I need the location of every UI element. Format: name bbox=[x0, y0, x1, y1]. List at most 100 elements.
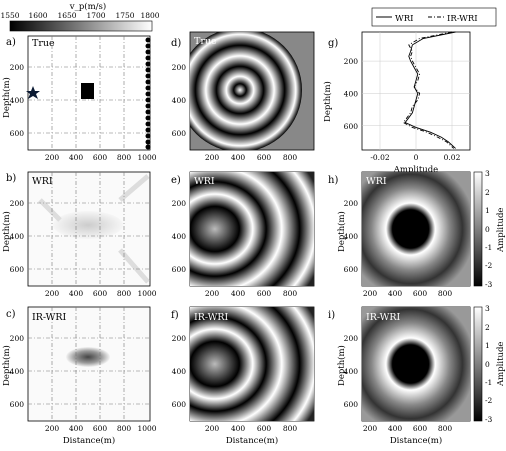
distance-tick: 200 bbox=[205, 424, 220, 433]
distance-axis-label: Distance(m) bbox=[63, 435, 115, 446]
panel-label: b) bbox=[6, 173, 16, 184]
g-series-line-irwri bbox=[402, 31, 455, 149]
source-star-icon bbox=[26, 86, 40, 99]
depth-tick: 400 bbox=[344, 232, 359, 241]
cbar-right-tick: 1 bbox=[485, 341, 490, 350]
distance-tick: 800 bbox=[283, 424, 298, 433]
panel-label: d) bbox=[171, 38, 181, 49]
distance-tick: 400 bbox=[231, 424, 246, 433]
distance-tick: 600 bbox=[413, 424, 428, 433]
distance-tick: 600 bbox=[257, 289, 272, 298]
distance-tick: 600 bbox=[413, 289, 428, 298]
distance-tick: 1000 bbox=[137, 424, 156, 433]
panel-b: b) WRI 200 400 600 Depth(m) 200 400 600 … bbox=[1, 171, 157, 298]
g-ytick: 200 bbox=[344, 57, 359, 66]
depth-tick: 200 bbox=[172, 199, 187, 208]
colorbar-right-gradient bbox=[473, 171, 483, 287]
legend-label-wri: WRI bbox=[395, 14, 414, 24]
panel-label: a) bbox=[6, 37, 16, 48]
depth-tick: 600 bbox=[10, 129, 25, 138]
distance-tick: 400 bbox=[69, 424, 84, 433]
colorbar-top: v_p(m/s) 1550 1600 1650 1700 1750 1800 bbox=[0, 1, 160, 32]
panel-c: c) IR-WRI 200 400 600 Depth(m) 200 400 6… bbox=[1, 306, 157, 446]
depth-tick: 200 bbox=[344, 199, 359, 208]
colorbar-right-h: 3 2 1 0 -1 -2 -3 Amplitude bbox=[473, 169, 506, 289]
reconstructed-anomaly bbox=[66, 347, 110, 367]
panel-d: d) True 200 400 600 200 400 600 800 bbox=[171, 31, 315, 162]
distance-tick: 200 bbox=[45, 289, 60, 298]
depth-tick: 200 bbox=[344, 334, 359, 343]
panel-label: g) bbox=[328, 38, 338, 49]
legend-label-irwri: IR-WRI bbox=[447, 14, 478, 24]
depth-tick: 400 bbox=[172, 232, 187, 241]
cbar-right-tick: -1 bbox=[485, 243, 492, 252]
panel-i: i) IR-WRI 200 400 600 Depth(m) 200 400 6… bbox=[328, 306, 471, 446]
distance-tick: 400 bbox=[231, 153, 246, 162]
distance-tick: 200 bbox=[205, 153, 220, 162]
depth-axis-label: Depth(m) bbox=[1, 345, 12, 386]
depth-tick: 200 bbox=[172, 334, 187, 343]
panel-inset-label: IR-WRI bbox=[194, 312, 229, 323]
cbar-right-tick: 0 bbox=[485, 225, 490, 234]
distance-tick: 200 bbox=[45, 424, 60, 433]
depth-tick: 400 bbox=[10, 232, 25, 241]
cbar-right-tick: 2 bbox=[485, 188, 490, 197]
depth-tick: 200 bbox=[172, 63, 187, 72]
cbar-right-tick: 0 bbox=[485, 360, 490, 369]
distance-tick: 800 bbox=[117, 153, 132, 162]
cbar-top-tick: 1800 bbox=[140, 11, 159, 20]
colorbar-right-gradient bbox=[473, 306, 483, 422]
panel-inset-label: True bbox=[194, 36, 217, 47]
distance-tick: 600 bbox=[93, 153, 108, 162]
distance-tick: 800 bbox=[283, 289, 298, 298]
cbar-right-tick: 3 bbox=[485, 169, 490, 178]
distance-tick: 400 bbox=[388, 424, 403, 433]
distance-tick: 1000 bbox=[137, 289, 156, 298]
distance-tick: 200 bbox=[363, 289, 378, 298]
distance-tick: 800 bbox=[283, 153, 298, 162]
distance-tick: 400 bbox=[69, 153, 84, 162]
cbar-right-tick: -2 bbox=[485, 261, 493, 270]
depth-tick: 400 bbox=[10, 96, 25, 105]
depth-axis-label: Depth(m) bbox=[336, 345, 347, 386]
cbar-top-tick: 1750 bbox=[115, 11, 134, 20]
velocity-anomaly bbox=[81, 83, 94, 99]
depth-axis-label: Depth(m) bbox=[1, 77, 12, 118]
depth-tick: 600 bbox=[344, 400, 359, 409]
distance-axis-label: Distance(m) bbox=[390, 435, 442, 446]
distance-tick: 400 bbox=[388, 289, 403, 298]
depth-tick: 200 bbox=[10, 199, 25, 208]
distance-tick: 200 bbox=[45, 153, 60, 162]
distance-tick: 1000 bbox=[137, 153, 156, 162]
panel-label: c) bbox=[6, 309, 16, 320]
distance-tick: 200 bbox=[363, 424, 378, 433]
cbar-top-tick: 1650 bbox=[57, 11, 76, 20]
cbar-right-tick: -2 bbox=[485, 396, 493, 405]
distance-tick: 600 bbox=[93, 289, 108, 298]
cbar-top-tick: 1700 bbox=[86, 11, 105, 20]
distance-tick: 600 bbox=[257, 424, 272, 433]
panel-inset-label: WRI bbox=[194, 176, 215, 187]
panel-h: h) WRI 200 400 600 Depth(m) 200 400 600 … bbox=[328, 171, 471, 298]
distance-tick: 600 bbox=[257, 153, 272, 162]
depth-tick: 400 bbox=[344, 367, 359, 376]
depth-axis-label: Depth(m) bbox=[336, 211, 347, 252]
cbar-right-tick: 2 bbox=[485, 323, 490, 332]
g-xtick: -0.02 bbox=[370, 153, 389, 162]
legend: WRI IR-WRI bbox=[371, 7, 497, 27]
g-xlabel: Amplitude bbox=[393, 165, 438, 175]
distance-tick: 800 bbox=[117, 424, 132, 433]
g-xtick: 0.02 bbox=[444, 153, 461, 162]
depth-tick: 200 bbox=[10, 334, 25, 343]
cbar-right-tick: -3 bbox=[485, 415, 493, 424]
colorbar-top-gradient bbox=[9, 20, 153, 32]
depth-tick: 600 bbox=[344, 265, 359, 274]
depth-axis-label: Depth(m) bbox=[1, 211, 12, 252]
depth-tick: 600 bbox=[172, 129, 187, 138]
cbar-right-tick: 3 bbox=[485, 304, 490, 313]
distance-tick: 400 bbox=[69, 289, 84, 298]
depth-tick: 400 bbox=[172, 367, 187, 376]
panel-e: e) WRI 200 400 600 200 400 600 800 bbox=[171, 171, 315, 298]
depth-tick: 400 bbox=[10, 367, 25, 376]
